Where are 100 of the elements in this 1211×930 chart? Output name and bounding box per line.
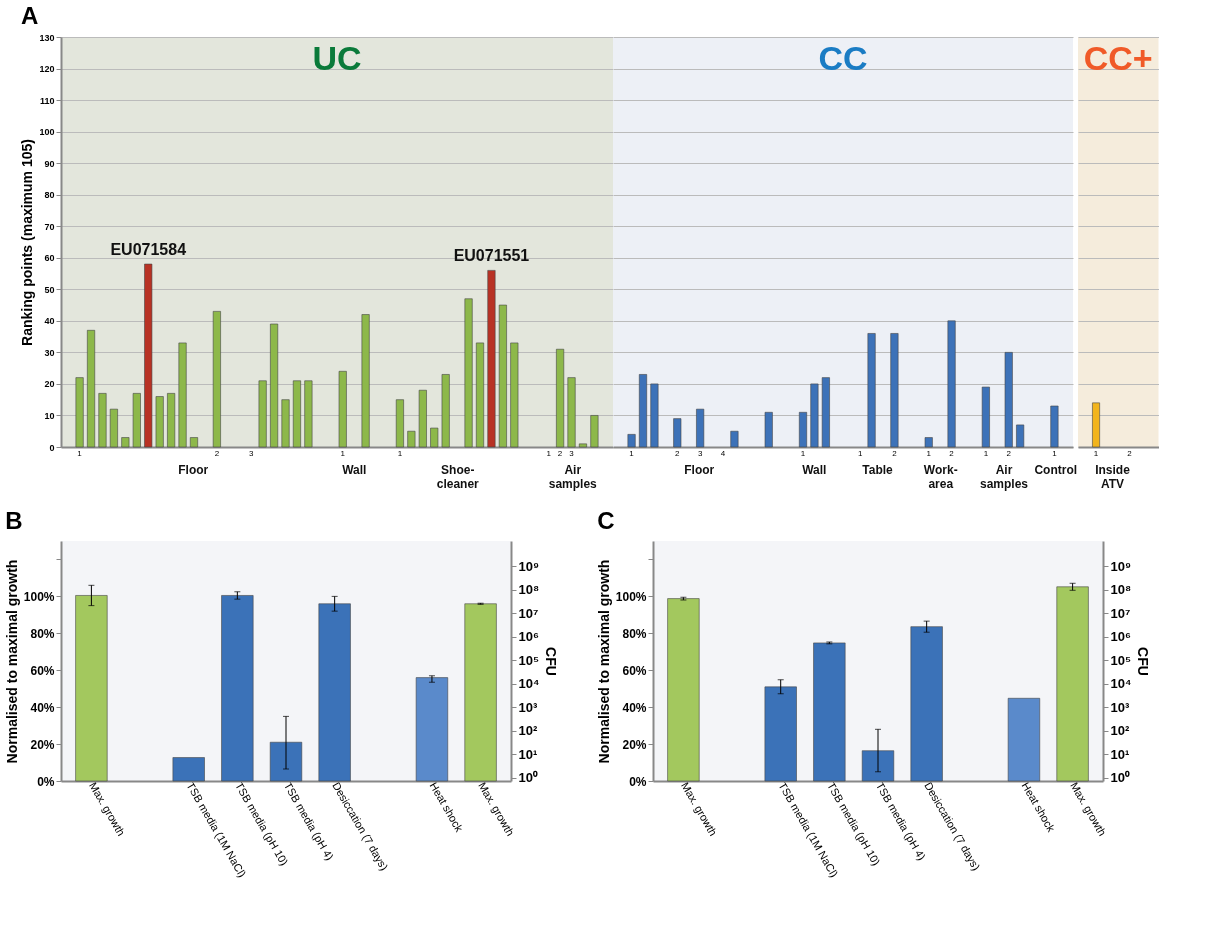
x-tick-label: 3 bbox=[248, 448, 254, 458]
bar bbox=[109, 408, 118, 448]
bar bbox=[258, 380, 267, 448]
bar bbox=[430, 427, 439, 448]
x-tick-label: 1 bbox=[926, 448, 932, 458]
text: Floor bbox=[684, 463, 715, 477]
y-tick-label: 40% bbox=[622, 700, 647, 715]
bar bbox=[172, 757, 205, 782]
y2-tick-label: 10¹ bbox=[1110, 746, 1130, 762]
bar bbox=[281, 399, 290, 448]
y-tick-label: 80% bbox=[622, 626, 647, 641]
x-tick-label: 2 bbox=[675, 448, 681, 458]
bar bbox=[821, 377, 830, 448]
bar bbox=[87, 330, 96, 448]
x-tick-label: 2 bbox=[214, 448, 220, 458]
bar bbox=[441, 374, 450, 448]
x-tick-label: 2 bbox=[1006, 448, 1012, 458]
chart-title: C bbox=[597, 507, 615, 535]
bar bbox=[861, 750, 895, 782]
y-tick-label: 40 bbox=[44, 316, 55, 327]
y-tick-label: 120 bbox=[39, 64, 55, 75]
bar bbox=[567, 377, 576, 448]
y-tick-label: 100% bbox=[23, 589, 55, 604]
y2-tick-label: 10⁷ bbox=[518, 605, 539, 621]
bar bbox=[221, 595, 254, 782]
y-tick-label: 20 bbox=[44, 379, 55, 390]
y-tick-label: 30 bbox=[44, 347, 55, 358]
x-tick-label: 1 bbox=[800, 448, 806, 458]
x-tick-label: 2 bbox=[892, 448, 898, 458]
y-tick-label: 110 bbox=[39, 95, 55, 106]
bar bbox=[556, 348, 565, 448]
y-tick-label: 50 bbox=[44, 284, 55, 295]
bar bbox=[730, 430, 739, 448]
bar bbox=[890, 333, 899, 448]
y-tick-label: 80% bbox=[30, 626, 55, 641]
text: Floor bbox=[178, 463, 209, 477]
y2-axis-title: CFU bbox=[1135, 647, 1152, 676]
bar bbox=[415, 677, 449, 782]
bar bbox=[407, 430, 416, 448]
y2-tick-label: 10² bbox=[1110, 723, 1130, 739]
y-tick-label: 0 bbox=[49, 442, 55, 453]
annotation: EU071551 bbox=[453, 247, 530, 265]
chart-title: B bbox=[5, 507, 23, 535]
y-axis-title: Ranking points (maximum 105) bbox=[19, 139, 36, 346]
bar bbox=[178, 342, 187, 448]
bar bbox=[627, 434, 636, 448]
chart-title: A bbox=[20, 2, 39, 29]
bar bbox=[318, 603, 351, 782]
bar bbox=[338, 371, 347, 448]
bar bbox=[1004, 352, 1013, 448]
y2-tick-label: 10⁵ bbox=[518, 652, 540, 668]
bar bbox=[924, 437, 933, 448]
text: Air samples bbox=[979, 463, 1029, 491]
x-tick-label: 1 bbox=[857, 448, 863, 458]
y-tick-label: 80 bbox=[44, 190, 55, 201]
bar bbox=[798, 412, 808, 448]
y2-tick-label: 10⁶ bbox=[518, 629, 539, 645]
y2-tick-label: 10⁷ bbox=[1110, 605, 1131, 621]
bar bbox=[487, 270, 496, 448]
y-tick-label: 70 bbox=[44, 221, 55, 232]
text: Wall bbox=[342, 463, 367, 477]
x-tick-label: 4 bbox=[720, 448, 726, 458]
bar bbox=[304, 380, 313, 448]
annotation: EU071584 bbox=[110, 241, 187, 259]
bar bbox=[764, 686, 797, 782]
bar bbox=[673, 418, 682, 448]
bar bbox=[764, 412, 773, 448]
y2-tick-label: 10⁸ bbox=[518, 582, 540, 598]
bar bbox=[810, 383, 819, 448]
bar bbox=[292, 380, 301, 448]
y2-tick-label: 10⁸ bbox=[1110, 582, 1132, 598]
text: Inside ATV bbox=[1095, 463, 1131, 491]
y-tick-label: 60% bbox=[30, 663, 55, 678]
bar bbox=[98, 393, 107, 448]
y2-tick-label: 10⁹ bbox=[1110, 558, 1132, 574]
y2-tick-label: 10³ bbox=[1110, 699, 1130, 715]
text: Air samples bbox=[548, 463, 598, 491]
text: Table bbox=[862, 463, 894, 477]
y2-tick-label: 10⁶ bbox=[1110, 629, 1131, 645]
y-tick-label: 60% bbox=[622, 663, 647, 678]
x-tick-label: 3 bbox=[569, 448, 575, 458]
y2-tick-label: 10³ bbox=[518, 699, 538, 715]
x-tick-label: 1 bbox=[546, 448, 552, 458]
bar bbox=[75, 377, 84, 448]
y-tick-label: 40% bbox=[30, 700, 55, 715]
bar bbox=[638, 374, 648, 448]
x-tick-label: 2 bbox=[557, 448, 563, 458]
y2-tick-label: 10⁰ bbox=[518, 770, 538, 786]
bar bbox=[650, 383, 659, 448]
bar bbox=[155, 396, 164, 448]
text: Shoe- cleaner bbox=[436, 463, 480, 491]
x-tick-label: 1 bbox=[1052, 448, 1058, 458]
y2-tick-label: 10⁰ bbox=[1110, 770, 1130, 786]
text: Wall bbox=[802, 463, 827, 477]
x-tick-label: 1 bbox=[340, 448, 346, 458]
bar bbox=[498, 304, 507, 448]
bar bbox=[578, 443, 587, 448]
bar bbox=[696, 408, 705, 448]
bar bbox=[947, 320, 956, 448]
x-tick-label: 1 bbox=[629, 448, 635, 458]
